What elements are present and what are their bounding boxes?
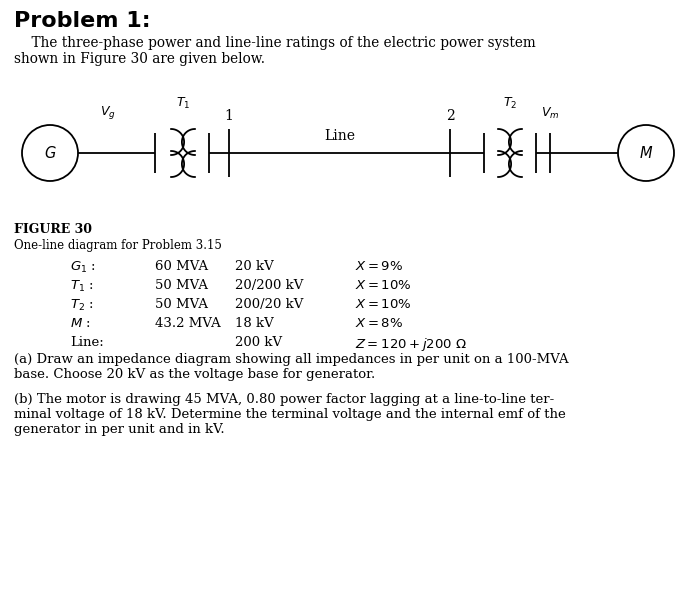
Text: $Z = 120 + j200\ \Omega$: $Z = 120 + j200\ \Omega$ — [355, 336, 467, 353]
Text: $V_m$: $V_m$ — [541, 106, 559, 121]
Text: The three-phase power and line-line ratings of the electric power system: The three-phase power and line-line rati… — [14, 36, 536, 50]
Text: 50 MVA: 50 MVA — [155, 279, 208, 292]
Text: $M$: $M$ — [639, 145, 653, 161]
Text: Problem 1:: Problem 1: — [14, 11, 151, 31]
Text: $X = 8\%$: $X = 8\%$ — [355, 317, 403, 330]
Text: 2: 2 — [445, 109, 454, 123]
Text: minal voltage of 18 kV. Determine the terminal voltage and the internal emf of t: minal voltage of 18 kV. Determine the te… — [14, 408, 566, 421]
Text: $G$: $G$ — [44, 145, 56, 161]
Text: 50 MVA: 50 MVA — [155, 298, 208, 311]
Text: $T_2$: $T_2$ — [503, 96, 517, 111]
Text: base. Choose 20 kV as the voltage base for generator.: base. Choose 20 kV as the voltage base f… — [14, 368, 375, 381]
Text: 200 kV: 200 kV — [235, 336, 282, 349]
Text: Line: Line — [324, 129, 355, 143]
Text: generator in per unit and in kV.: generator in per unit and in kV. — [14, 423, 224, 436]
Text: One-line diagram for Problem 3.15: One-line diagram for Problem 3.15 — [14, 239, 222, 252]
Text: (a) Draw an impedance diagram showing all impedances in per unit on a 100-MVA: (a) Draw an impedance diagram showing al… — [14, 353, 569, 366]
Text: $T_1$: $T_1$ — [176, 96, 190, 111]
Text: 1: 1 — [224, 109, 233, 123]
Text: $M$ :: $M$ : — [70, 317, 91, 330]
Text: $T_1$ :: $T_1$ : — [70, 279, 94, 294]
Text: $G_1$ :: $G_1$ : — [70, 260, 96, 275]
Text: $X = 9\%$: $X = 9\%$ — [355, 260, 403, 273]
Text: 60 MVA: 60 MVA — [155, 260, 208, 273]
Text: 18 kV: 18 kV — [235, 317, 274, 330]
Text: $V_g$: $V_g$ — [100, 104, 116, 121]
Text: (b) The motor is drawing 45 MVA, 0.80 power factor lagging at a line-to-line ter: (b) The motor is drawing 45 MVA, 0.80 po… — [14, 393, 554, 406]
Text: FIGURE 30: FIGURE 30 — [14, 223, 92, 236]
Text: 20/200 kV: 20/200 kV — [235, 279, 304, 292]
Text: 43.2 MVA: 43.2 MVA — [155, 317, 221, 330]
Text: shown in Figure 30 are given below.: shown in Figure 30 are given below. — [14, 52, 265, 66]
Text: Line:: Line: — [70, 336, 103, 349]
Text: $T_2$ :: $T_2$ : — [70, 298, 94, 313]
Text: 200/20 kV: 200/20 kV — [235, 298, 304, 311]
Text: $X = 10\%$: $X = 10\%$ — [355, 298, 412, 311]
Text: $X = 10\%$: $X = 10\%$ — [355, 279, 412, 292]
Text: 20 kV: 20 kV — [235, 260, 274, 273]
